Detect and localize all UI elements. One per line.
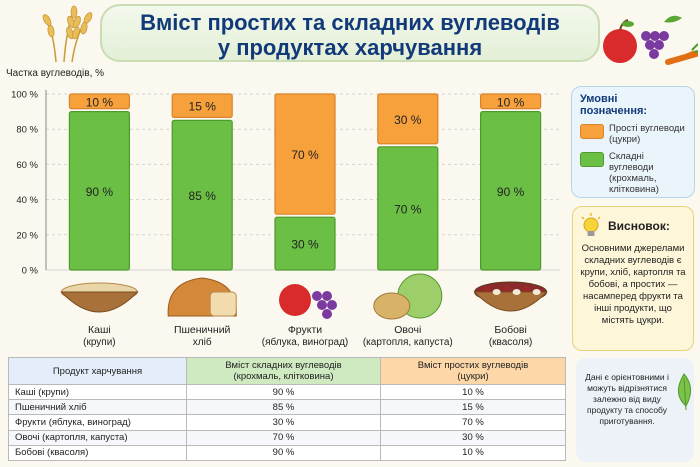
y-tick-label: 0 % <box>22 266 39 277</box>
legend: Умовні позначення: Прості вуглеводи (цук… <box>571 86 695 198</box>
y-axis-label: Частка вуглеводів, % <box>6 68 104 79</box>
table-row: Каші (крупи) 90 % 10 % <box>8 383 567 401</box>
data-label-complex: 90 % <box>497 185 525 199</box>
data-label-complex: 85 % <box>189 189 217 203</box>
table-header-simple: Вміст простих вуглеводів (цукри) <box>379 357 567 385</box>
legend-complex-line2: (крохмаль, <box>609 173 657 184</box>
y-tick-label: 40 % <box>16 195 38 206</box>
note-text: Дані є орієнтовними і можуть відрізнятис… <box>585 372 669 426</box>
table-cell-product: Фрукти (яблука, виноград) <box>8 414 187 431</box>
table-header-complex: Вміст складних вуглеводів (крохмаль, клі… <box>186 357 381 385</box>
category-label: Овочі <box>394 324 421 336</box>
wheat-icon <box>42 5 93 63</box>
legend-item-complex: Складні вуглеводи (крохмаль, клітковина) <box>580 151 686 195</box>
bar-simple <box>68 93 131 110</box>
table-cell-simple: 10 % <box>379 383 567 401</box>
bar-complex <box>377 146 439 271</box>
bar-complex <box>171 119 233 271</box>
lightbulb-icon <box>581 213 601 236</box>
table-header-row: Продукт харчування Вміст складних вуглев… <box>8 357 567 385</box>
y-tick-label: 80 % <box>16 125 38 136</box>
data-label-simple: 10 % <box>86 95 114 109</box>
data-label-complex: 90 % <box>86 185 114 199</box>
y-tick-label: 100 % <box>11 90 38 101</box>
bar-simple <box>171 93 233 118</box>
table-cell-complex: 70 % <box>186 429 381 446</box>
porridge-bowl-icon <box>60 282 139 313</box>
category-label: Бобові <box>494 324 527 336</box>
bar-simple <box>274 93 336 215</box>
category-label: Фрукти <box>288 324 322 336</box>
page-title: Вміст простих та складних вуглеводів <box>140 10 560 35</box>
bar-simple <box>480 93 542 110</box>
potato-cabbage-icon <box>373 273 443 320</box>
legend-complex-line1: Складні вуглеводи <box>609 151 654 173</box>
table-row: Бобові (квасоля) 90 % 10 % <box>8 444 567 462</box>
bar-complex <box>68 110 131 271</box>
legend-item-simple: Прості вуглеводи (цукри) <box>580 123 686 145</box>
table-header-product: Продукт харчування <box>8 357 187 385</box>
data-table: Продукт харчування Вміст складних вуглев… <box>8 357 567 462</box>
data-label-simple: 70 % <box>291 148 319 162</box>
data-label-complex: 70 % <box>394 202 422 216</box>
data-label-simple: 10 % <box>497 95 525 109</box>
category-label: Пшеничний <box>174 324 231 336</box>
table-row: Пшеничний хліб 85 % 15 % <box>8 399 567 416</box>
table-row: Овочі (картопля, капуста) 70 % 30 % <box>8 429 567 446</box>
legend-simple-line1: Прості вуглеводи <box>609 123 685 134</box>
table-cell-complex: 30 % <box>186 414 381 431</box>
table-cell-product: Пшеничний хліб <box>8 399 187 416</box>
category-sublabel: (квасоля) <box>489 337 533 348</box>
legend-swatch-simple <box>580 124 604 139</box>
data-label-simple: 15 % <box>189 100 217 114</box>
table-cell-product: Каші (крупи) <box>8 383 187 401</box>
beans-bowl-icon <box>473 281 548 312</box>
category-sublabel: (яблука, виноград) <box>262 336 349 348</box>
leaf-icon <box>678 373 691 411</box>
conclusion-text: Основними джерелами складних вуглеводів … <box>580 243 686 326</box>
data-label-complex: 30 % <box>291 238 319 252</box>
table-cell-complex: 90 % <box>186 383 381 401</box>
table-cell-complex: 85 % <box>186 399 381 416</box>
legend-title: Умовні позначення: <box>580 93 648 117</box>
bread-icon <box>167 277 237 317</box>
table-cell-product: Овочі (картопля, капуста) <box>8 429 187 446</box>
legend-complex-line3: клітковина) <box>609 184 659 195</box>
table-cell-product: Бобові (квасоля) <box>8 444 187 462</box>
category-label: Каші <box>88 324 111 336</box>
category-sublabel: хліб <box>193 336 212 348</box>
y-tick-label: 60 % <box>16 160 38 171</box>
table-cell-simple: 30 % <box>379 429 567 446</box>
table-row: Фрукти (яблука, виноград) 30 % 70 % <box>8 414 567 431</box>
conclusion-box: Висновок: Основними джерелами складних в… <box>572 206 694 351</box>
legend-simple-line2: (цукри) <box>609 134 641 145</box>
title-banner: Вміст простих та складних вуглеводів у п… <box>100 4 600 62</box>
apple-grapes-icon <box>279 284 337 319</box>
bar-complex <box>274 216 336 271</box>
page-subtitle: у продуктах харчування <box>217 35 483 60</box>
category-sublabel: (картопля, капуста) <box>363 337 453 348</box>
legend-swatch-complex <box>580 152 604 167</box>
table-cell-complex: 90 % <box>186 444 381 462</box>
table-cell-simple: 70 % <box>379 414 567 431</box>
note-box: Дані є орієнтовними і можуть відрізнятис… <box>576 358 694 462</box>
category-sublabel: (крупи) <box>83 337 116 348</box>
table-cell-simple: 15 % <box>379 399 567 416</box>
fruit-basket-icon <box>603 15 698 65</box>
table-cell-simple: 10 % <box>379 444 567 462</box>
bar-simple <box>377 93 439 145</box>
y-tick-label: 20 % <box>16 230 38 241</box>
stacked-bar-chart: Частка вуглеводів, % 0 % 20 % 40 % 60 % 80 % 1… <box>6 68 560 348</box>
bar-complex <box>480 110 542 271</box>
conclusion-title: Висновок: <box>608 219 670 233</box>
data-label-simple: 30 % <box>394 113 422 127</box>
